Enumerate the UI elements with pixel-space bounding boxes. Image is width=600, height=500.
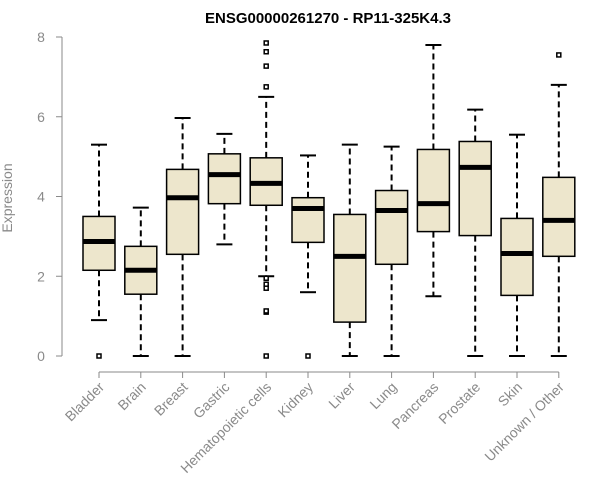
box-prostate [458,108,492,357]
x-tick-label: Kidney [275,379,317,421]
box-hematopoietic-cells [249,40,283,359]
iqr-box [333,213,367,323]
box-liver [333,143,367,357]
y-axis-label: Expression [0,163,15,232]
iqr-box [416,148,451,233]
chart-title: ENSG00000261270 - RP11-325K4.3 [205,10,451,27]
outlier-point [263,49,269,55]
box-unknown-other [542,52,576,357]
outlier-point [263,84,269,90]
outlier-point [263,285,269,291]
box-pancreas [416,43,451,298]
outlier-point [263,308,269,314]
x-tick-label: Bladder [62,379,108,425]
box-bladder [82,143,116,359]
iqr-box [542,176,576,258]
box-breast [165,116,200,357]
y-tick-label: 8 [37,29,45,45]
outlier-point [263,275,269,281]
box-gastric [207,132,242,246]
outlier-point [263,63,269,69]
iqr-box [458,140,492,237]
x-tick-label: Brain [114,379,148,413]
y-axis: 0 2 4 6 8 [37,29,63,364]
box-brain [124,206,158,357]
x-tick-label: Breast [151,379,191,419]
y-tick-label: 0 [37,348,45,364]
iqr-box [207,153,242,205]
iqr-box [165,168,200,256]
x-tick-label: Unknown / Other [481,379,567,465]
x-tick-label: Skin [495,379,526,410]
iqr-box [291,196,325,244]
x-tick-label: Prostate [435,379,483,427]
y-tick-label: 4 [37,189,45,205]
box-kidney [291,154,325,359]
outlier-point [263,40,269,46]
outlier-point [556,52,562,58]
iqr-box [374,189,409,266]
iqr-box [500,217,534,297]
outlier-point [263,353,269,359]
outlier-point [305,353,311,359]
box-lung [374,145,409,357]
outlier-point [96,353,102,359]
boxes-layer [82,40,576,359]
y-tick-label: 2 [37,268,45,284]
x-tick-label: Liver [325,379,358,412]
x-tick-label: Lung [366,379,399,412]
y-tick-label: 6 [37,109,45,125]
box-skin [500,133,534,357]
